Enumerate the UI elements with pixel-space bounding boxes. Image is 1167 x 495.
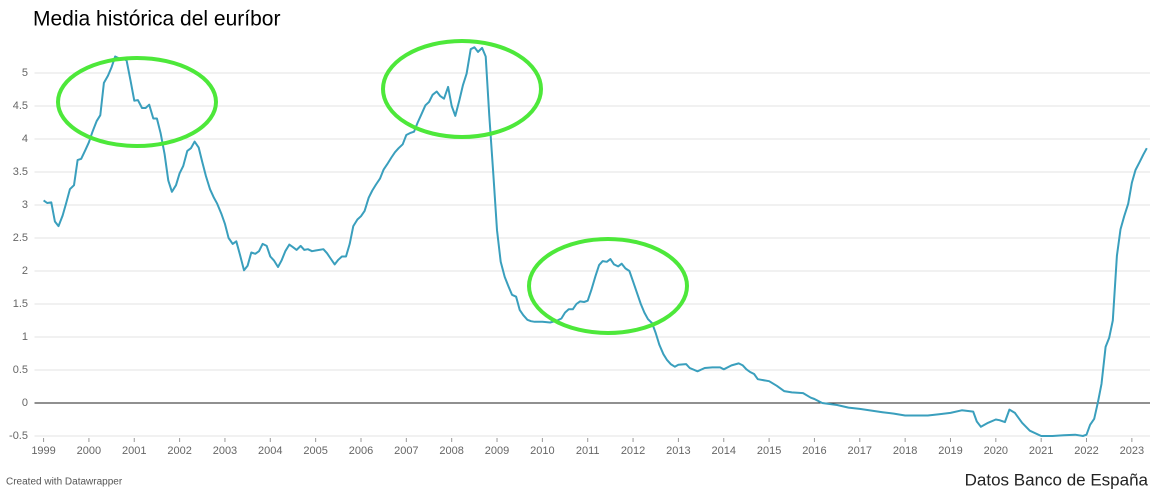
x-tick-label: 2001 [122, 445, 146, 457]
x-tick-label: 2015 [757, 445, 781, 457]
y-tick-label: 2.5 [13, 232, 28, 244]
highlight-ellipse [381, 39, 543, 139]
source: Datos Banco de España [965, 470, 1149, 489]
grid: -0.5 0 0.5 1 1.5 2 2.5 3 3.5 4 4.5 5 1999 2000 2001 200… [9, 67, 1150, 457]
y-tick-label: 3.5 [13, 166, 28, 178]
x-tick-label: 2008 [439, 445, 463, 457]
x-tick-label: 2004 [258, 445, 282, 457]
x-tick-label: 2003 [213, 445, 237, 457]
y-tick-label: 5 [22, 67, 28, 79]
y-tick-label: 4 [22, 133, 28, 145]
x-tick-label: 2006 [349, 445, 373, 457]
x-tick-label: 2002 [167, 445, 191, 457]
annotations [56, 39, 689, 335]
x-tick-label: 2013 [666, 445, 690, 457]
x-tick-label: 2007 [394, 445, 418, 457]
x-tick-label: 2011 [576, 445, 600, 457]
x-tick-label: 2009 [485, 445, 509, 457]
x-tick-label: 2012 [621, 445, 645, 457]
y-tick-label: -0.5 [9, 430, 28, 442]
x-tick-label: 2016 [802, 445, 826, 457]
x-tick-label: 2021 [1029, 445, 1053, 457]
x-tick-label: 2010 [530, 445, 554, 457]
y-tick-label: 1 [22, 331, 28, 343]
y-tick-label: 2 [22, 265, 28, 277]
credit: Created with Datawrapper [6, 477, 123, 488]
x-tick-label: 1999 [31, 445, 55, 457]
x-tick-label: 2000 [77, 445, 101, 457]
x-tick-label: 2005 [303, 445, 327, 457]
plot [43, 46, 1148, 437]
highlight-ellipse [527, 237, 689, 335]
y-tick-label: 3 [22, 199, 28, 211]
y-tick-label: 0 [22, 397, 28, 409]
data-line [43, 46, 1148, 437]
chart-title: Media histórica del euríbor [33, 8, 280, 31]
y-tick-label: 4.5 [13, 100, 28, 112]
x-tick-label: 2023 [1120, 445, 1144, 457]
x-tick-label: 2022 [1074, 445, 1098, 457]
x-tick-label: 2014 [712, 445, 736, 457]
x-tick-label: 2018 [893, 445, 917, 457]
y-tick-label: 0.5 [13, 364, 28, 376]
x-tick-label: 2019 [938, 445, 962, 457]
y-tick-label: 1.5 [13, 298, 28, 310]
x-tick-label: 2020 [984, 445, 1008, 457]
highlight-ellipse [56, 56, 218, 148]
x-tick-label: 2017 [848, 445, 872, 457]
